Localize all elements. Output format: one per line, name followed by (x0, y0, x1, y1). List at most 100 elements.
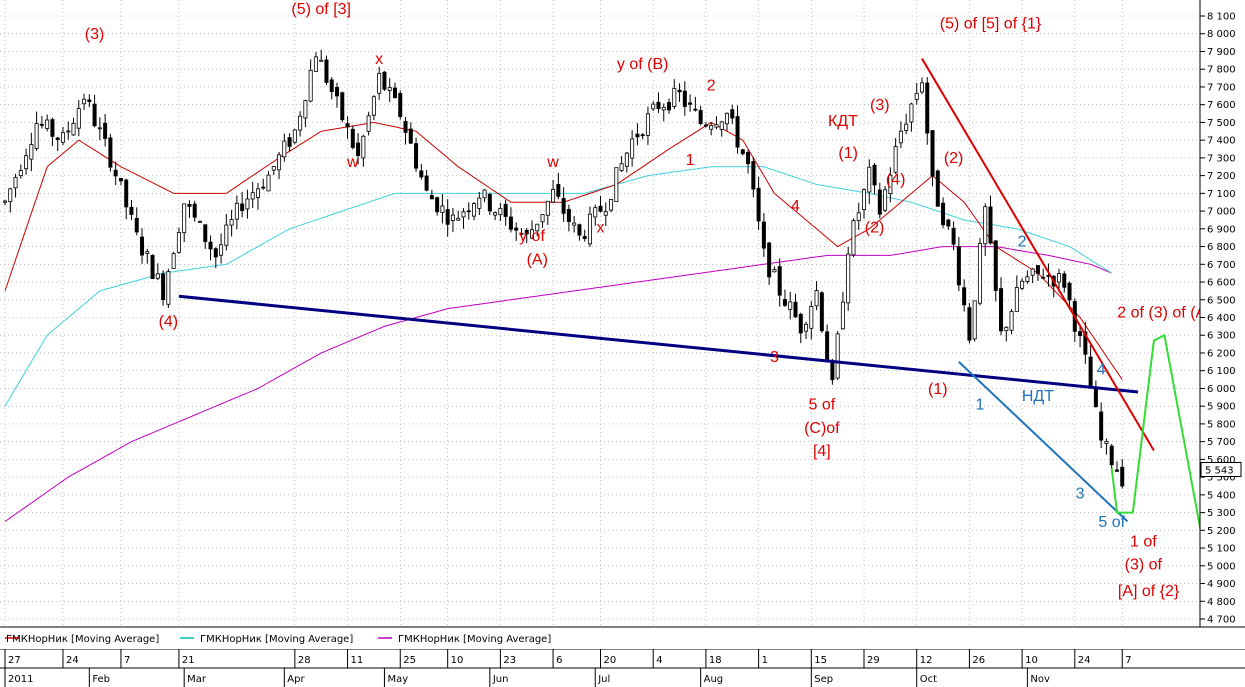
candle-body (587, 213, 592, 245)
candle-body (103, 122, 108, 139)
candle-body (340, 92, 345, 121)
x-tick-label: 20 (604, 655, 617, 666)
candle-body (1030, 268, 1035, 276)
candle-body (97, 127, 102, 130)
candle-body (55, 137, 60, 140)
candle-body (714, 124, 719, 128)
candle-body (672, 88, 677, 107)
candle-body (698, 110, 703, 124)
candle-body (988, 206, 993, 244)
candle-body (1004, 326, 1009, 332)
candle-body (224, 224, 229, 246)
wave-label-blue-4: 3 (1076, 485, 1085, 502)
candle-body (804, 323, 809, 332)
candle-body (688, 102, 693, 105)
candle-body (366, 115, 371, 132)
candle-body (324, 59, 329, 83)
candle-body (983, 206, 988, 245)
candle-body (925, 82, 930, 134)
month-tick-label: Sep (814, 674, 833, 685)
x-tick-label: 28 (298, 655, 311, 666)
candle-body (746, 151, 751, 165)
wave-label-red-11: 1 (686, 152, 695, 169)
y-tick-label: 5 100 (1207, 544, 1236, 555)
y-tick-label: 7 800 (1207, 65, 1236, 76)
candle-body (677, 89, 682, 93)
candle-body (914, 92, 919, 100)
candle-body (1109, 445, 1114, 466)
month-tick-label: Feb (92, 674, 110, 685)
candle-body (793, 301, 798, 318)
candle-body (466, 210, 471, 213)
candle-body (250, 192, 255, 200)
candle-body (877, 189, 882, 215)
candle-body (972, 300, 977, 340)
candle-body (377, 72, 382, 94)
y-tick-label: 6 200 (1207, 348, 1236, 359)
month-tick-label: 2011 (8, 674, 33, 685)
wave-label-red-16: (2) (865, 219, 885, 236)
candle-body (840, 301, 845, 330)
candle-body (556, 184, 561, 197)
candle-body (619, 163, 624, 171)
y-tick-label: 7 700 (1207, 82, 1236, 93)
candle-body (472, 203, 477, 217)
x-tick-label: 10 (451, 655, 464, 666)
y-tick-label: 5 900 (1207, 402, 1236, 413)
candle-body (487, 194, 492, 212)
candle-body (29, 144, 34, 160)
candle-body (651, 103, 656, 110)
candle-body (213, 248, 218, 258)
x-tick-label: 24 (66, 655, 79, 666)
candle-body (414, 143, 419, 169)
candle-body (540, 214, 545, 223)
y-axis-panel (1200, 0, 1245, 627)
candle-body (1067, 282, 1072, 301)
candlesticks (3, 49, 1125, 489)
candle-body (140, 236, 145, 256)
candle-body (872, 164, 877, 186)
candle-body (819, 292, 824, 332)
candle-body (3, 200, 8, 203)
wave-label-red-2: x (375, 51, 383, 68)
candle-body (851, 220, 856, 256)
wave-label-red-19: 5 of (809, 397, 836, 414)
y-tick-label: 5 400 (1207, 490, 1236, 501)
candle-body (82, 98, 87, 105)
candle-body (277, 154, 282, 171)
x-tick-label: 7 (1125, 655, 1131, 666)
month-tick-label: Apr (287, 674, 305, 685)
candle-body (1099, 411, 1104, 441)
candle-body (1009, 311, 1014, 331)
candle-body (255, 188, 260, 198)
y-tick-label: 6 600 (1207, 278, 1236, 289)
candle-body (118, 178, 123, 182)
candle-body (361, 135, 366, 159)
candle-body (703, 124, 708, 127)
candle-body (282, 140, 287, 158)
candle-body (830, 362, 835, 381)
x-tick-label: 4 (656, 655, 662, 666)
candle-body (161, 273, 166, 301)
candle-body (582, 236, 587, 239)
month-tick-label: Nov (1030, 674, 1050, 685)
x-tick-label: 24 (1078, 655, 1091, 666)
candle-body (772, 269, 777, 273)
wave-label-red-18: 3 (770, 349, 779, 366)
candle-body (856, 212, 861, 221)
wave-label-blue-2: НДТ (1022, 388, 1054, 405)
candle-body (124, 179, 129, 208)
candle-body (888, 174, 893, 195)
candle-body (456, 217, 461, 221)
candle-body (408, 128, 413, 144)
candle-body (846, 253, 851, 304)
candle-body (240, 203, 245, 211)
wave-label-red-3: w (346, 154, 359, 171)
candle-body (461, 211, 466, 218)
y-tick-label: 5 700 (1207, 437, 1236, 448)
candle-body (930, 130, 935, 177)
candle-body (298, 115, 303, 131)
candle-body (60, 132, 65, 143)
candle-body (999, 288, 1004, 332)
